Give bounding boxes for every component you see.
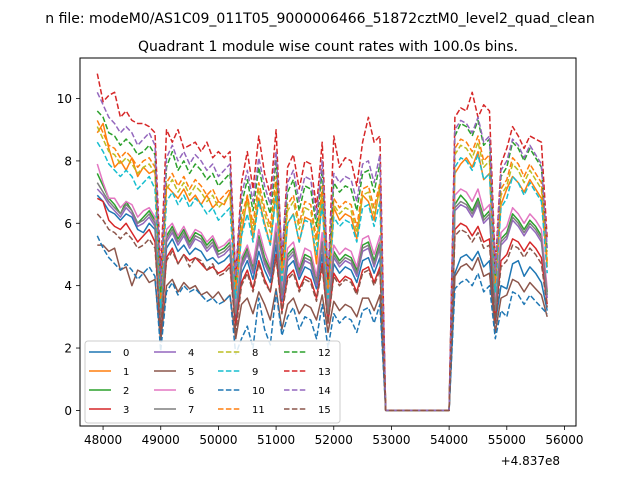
legend-label-2: 2 — [123, 386, 129, 397]
x-tick-label: 54000 — [430, 433, 468, 447]
legend-label-0: 0 — [123, 348, 129, 359]
legend-label-14: 14 — [318, 386, 331, 397]
legend-label-11: 11 — [252, 405, 265, 416]
legend-label-12: 12 — [318, 348, 331, 359]
series-line-9 — [96, 141, 548, 412]
series-line-7 — [96, 182, 548, 412]
legend-label-9: 9 — [252, 367, 258, 378]
series-line-14 — [96, 91, 548, 412]
axes-frame — [79, 57, 577, 427]
legend-label-7: 7 — [188, 405, 194, 416]
legend-label-5: 5 — [188, 367, 194, 378]
series-line-11 — [96, 120, 548, 412]
y-tick-label: 8 — [64, 154, 72, 168]
y-tick-label: 2 — [64, 342, 72, 356]
legend-label-10: 10 — [252, 386, 265, 397]
x-tick-label: 49000 — [142, 433, 180, 447]
y-tick-label: 0 — [64, 404, 72, 418]
y-axis-ticks: 0 2 4 6 8 10 — [57, 92, 80, 418]
legend-label-13: 13 — [318, 367, 331, 378]
x-tick-label: 48000 — [84, 433, 122, 447]
legend-label-4: 4 — [188, 348, 194, 359]
series-line-10 — [96, 235, 548, 412]
series-line-5 — [97, 244, 548, 412]
series-line-0 — [96, 194, 548, 412]
legend-label-1: 1 — [123, 367, 129, 378]
series-line-6 — [96, 163, 548, 412]
x-tick-label: 52000 — [315, 433, 353, 447]
x-tick-label: 55000 — [488, 433, 526, 447]
x-axis-ticks: 48000 49000 50000 51000 52000 53000 54000 55000… — [84, 426, 584, 447]
x-tick-label: 50000 — [199, 433, 237, 447]
y-tick-label: 10 — [57, 92, 72, 106]
x-tick-label: 56000 — [545, 433, 583, 447]
x-tick-label: 51000 — [257, 433, 295, 447]
series-line-3 — [96, 197, 548, 412]
series-line-15 — [96, 213, 548, 412]
legend-label-15: 15 — [318, 405, 331, 416]
legend-label-8: 8 — [252, 348, 258, 359]
x-tick-label: 53000 — [372, 433, 410, 447]
legend-label-6: 6 — [188, 386, 194, 397]
series-line-12 — [96, 110, 548, 412]
chart-title: Quadrant 1 module wise count rates with … — [138, 39, 518, 55]
series-line-13 — [96, 73, 548, 412]
legend-label-3: 3 — [123, 405, 129, 416]
y-tick-label: 6 — [64, 217, 72, 231]
figure-suptitle: n file: modeM0/AS1C09_011T05_9000006466_… — [45, 11, 594, 27]
y-tick-label: 4 — [64, 279, 72, 293]
plot-lines — [96, 73, 548, 412]
x-offset-label: +4.837e8 — [501, 454, 560, 468]
legend-box — [84, 340, 341, 424]
